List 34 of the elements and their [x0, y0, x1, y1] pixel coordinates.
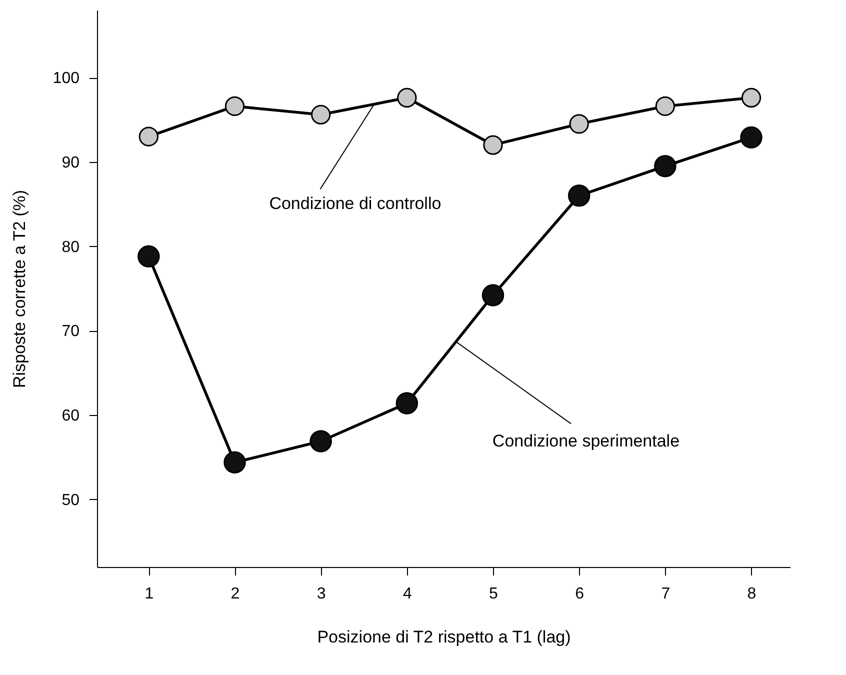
- y-axis-title: Risposte corrette a T2 (%): [10, 190, 29, 388]
- y-tick-label: 50: [62, 492, 80, 509]
- y-tick-label: 100: [52, 70, 80, 88]
- annotation: Condizione sperimentale: [492, 432, 680, 451]
- y-tick-label: 60: [62, 408, 80, 425]
- x-tick-label: 5: [489, 586, 498, 602]
- point: [224, 96, 245, 116]
- x-tick-label: 4: [402, 586, 412, 602]
- point: [741, 88, 762, 108]
- point: [310, 430, 332, 452]
- point: [396, 392, 418, 414]
- x-tick-label: 6: [575, 586, 584, 602]
- y-tick-label: 80: [62, 238, 80, 256]
- point: [397, 88, 417, 108]
- point: [740, 126, 762, 149]
- annotation: Condizione di controllo: [269, 194, 442, 214]
- x-tick-label: 1: [144, 586, 154, 602]
- point: [483, 135, 503, 155]
- point: [138, 245, 160, 268]
- x-axis-title: Posizione di T2 rispetto a T1 (lag): [317, 628, 571, 646]
- x-tick-label: 7: [661, 586, 670, 602]
- point: [655, 96, 676, 116]
- point: [568, 184, 590, 207]
- point: [310, 104, 331, 124]
- point: [482, 284, 504, 306]
- x-tick-label: 3: [316, 586, 326, 602]
- point: [569, 114, 589, 134]
- x-tick-label: 2: [230, 586, 240, 602]
- point: [224, 451, 246, 474]
- y-tick-label: 70: [62, 323, 80, 340]
- y-tick-label: 90: [62, 154, 80, 172]
- point: [138, 126, 158, 146]
- point: [654, 155, 676, 178]
- x-tick-label: 8: [747, 586, 756, 602]
